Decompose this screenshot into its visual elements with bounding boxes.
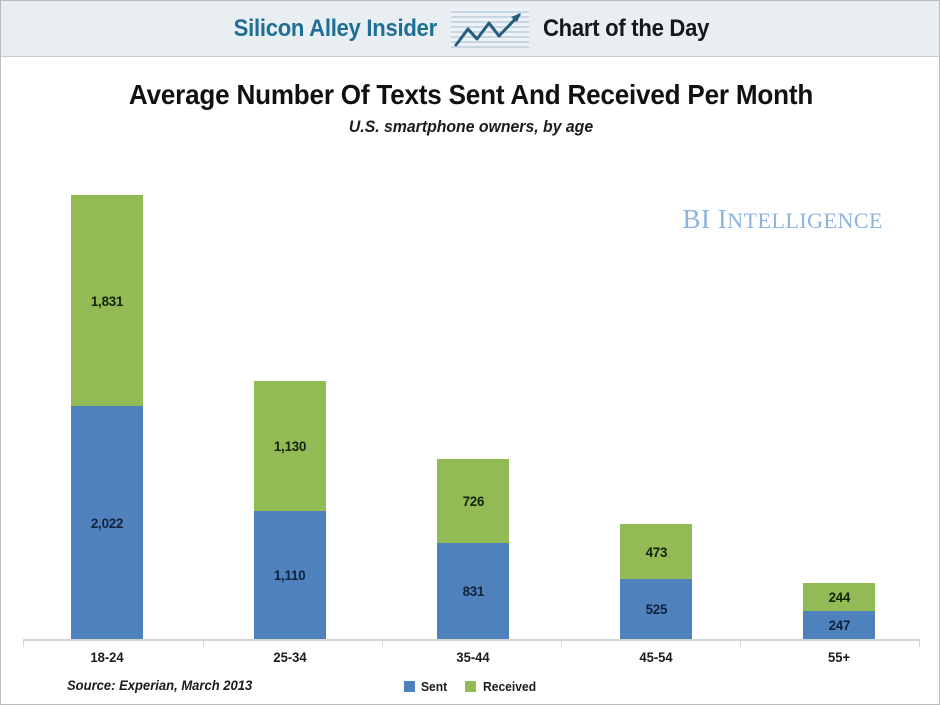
legend-label-sent: Sent (421, 679, 448, 694)
x-axis-label-35-44: 35-44 (456, 649, 490, 665)
x-axis-labels: 18-24 25-34 35-44 45-54 55+ (1, 649, 939, 671)
bar-group-55-plus[interactable]: 244 247 (803, 583, 875, 639)
bar-value-label: 244 (828, 589, 850, 605)
bar-value-label: 831 (462, 583, 484, 599)
bar-segment-received[interactable]: 1,831 (71, 195, 143, 406)
bar-group-25-34[interactable]: 1,130 1,110 (254, 381, 326, 639)
bar-value-label: 525 (645, 601, 667, 617)
bar-value-label: 1,130 (273, 438, 307, 454)
legend-item-sent[interactable]: Sent (404, 679, 448, 694)
bar-group-35-44[interactable]: 726 831 (437, 459, 509, 639)
bar-group-45-54[interactable]: 473 525 (620, 524, 692, 639)
chart-subtitle: U.S. smartphone owners, by age (348, 117, 594, 136)
bar-value-label: 247 (828, 617, 850, 633)
watermark-word-first: I (717, 204, 728, 234)
bar-value-label: 1,831 (90, 292, 124, 309)
bar-segment-received[interactable]: 473 (620, 524, 692, 579)
axis-tick (203, 639, 204, 647)
section-title: Chart of the Day (543, 14, 710, 42)
x-axis-label-18-24: 18-24 (90, 649, 124, 665)
watermark-word-rest: NTELLIGENCE (727, 208, 883, 233)
x-axis-line (23, 639, 919, 641)
chart-legend: Sent Received (1, 679, 939, 694)
bar-group-18-24[interactable]: 1,831 2,022 (71, 195, 143, 639)
header-inner: Silicon Alley Insider (216, 8, 723, 49)
legend-swatch-sent-icon (404, 681, 416, 692)
plot-area: 1,831 2,022 1,130 1,110 726 831 (1, 151, 939, 647)
bar-segment-sent[interactable]: 2,022 (71, 406, 143, 639)
axis-tick (740, 639, 741, 647)
bar-value-label: 2,022 (90, 514, 124, 531)
bar-segment-sent[interactable]: 831 (437, 543, 509, 639)
bar-segment-sent[interactable]: 525 (620, 579, 692, 639)
axis-tick (561, 639, 562, 647)
bar-value-label: 473 (645, 543, 667, 560)
axis-tick (382, 639, 383, 647)
watermark-prefix: BI (682, 204, 711, 234)
bar-value-label: 726 (462, 493, 484, 509)
axis-tick (919, 639, 920, 647)
bi-intelligence-watermark: BI INTELLIGENCE (682, 204, 883, 235)
source-note: Source: Experian, March 2013 (67, 677, 253, 693)
bar-segment-received[interactable]: 244 (803, 583, 875, 611)
x-axis-label-45-54: 45-54 (639, 649, 673, 665)
axis-tick (23, 639, 24, 647)
line-chart-uptrend-icon (451, 8, 530, 49)
legend-swatch-received-icon (464, 681, 476, 692)
bar-segment-received[interactable]: 726 (437, 459, 509, 543)
legend-item-received[interactable]: Received (464, 679, 538, 694)
brand-title: Silicon Alley Insider (233, 14, 438, 42)
legend-label-received: Received (482, 679, 536, 694)
chart-title: Average Number Of Texts Sent And Receive… (128, 79, 814, 110)
bar-segment-sent[interactable]: 247 (803, 611, 875, 639)
bar-segment-received[interactable]: 1,130 (254, 381, 326, 511)
site-header: Silicon Alley Insider (1, 1, 939, 57)
bar-value-label: 1,110 (274, 567, 306, 583)
bar-segment-sent[interactable]: 1,110 (254, 511, 326, 639)
x-axis-label-55-plus: 55+ (827, 649, 851, 665)
x-axis-label-25-34: 25-34 (273, 649, 307, 665)
